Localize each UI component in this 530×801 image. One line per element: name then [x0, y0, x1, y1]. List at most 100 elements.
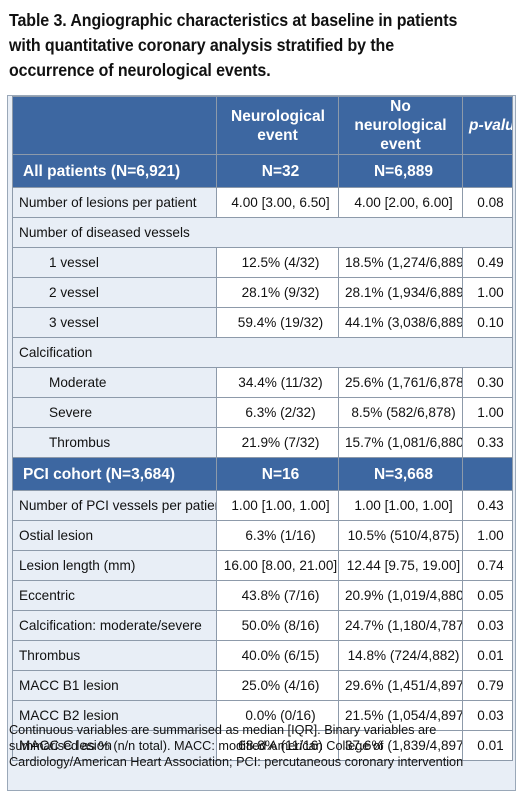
- table-panel: Neurological event No neurological event…: [7, 95, 516, 791]
- section-n-no-event: N=6,889: [338, 154, 463, 188]
- table-row: Eccentric 43.8% (7/16) 20.9% (1,019/4,88…: [12, 580, 513, 611]
- row-label: Severe: [12, 397, 217, 428]
- row-label: MACC B2 lesion: [12, 700, 217, 731]
- row-label: 3 vessel: [12, 307, 217, 338]
- section-n-event: N=16: [216, 457, 339, 491]
- cell-no-event: 14.8% (724/4,882): [338, 640, 463, 671]
- cell-no-event: 25.6% (1,761/6,878): [338, 367, 463, 398]
- cell-event: 43.8% (7/16): [216, 580, 339, 611]
- column-header-row: Neurological event No neurological event…: [12, 96, 513, 155]
- cell-p-value: 0.49: [462, 247, 513, 278]
- row-label: 1 vessel: [12, 247, 217, 278]
- table-row: Calcification: moderate/severe 50.0% (8/…: [12, 610, 513, 641]
- cell-event: 21.9% (7/32): [216, 427, 339, 458]
- cell-event: 40.0% (6/15): [216, 640, 339, 671]
- cell-p-value: 1.00: [462, 277, 513, 308]
- header-p-value: p-value: [462, 96, 513, 155]
- cell-event: 6.3% (1/16): [216, 520, 339, 551]
- cell-no-event: 18.5% (1,274/6,889): [338, 247, 463, 278]
- section-n-no-event: N=3,668: [338, 457, 463, 491]
- header-blank-cell: [12, 96, 217, 155]
- row-label: Thrombus: [12, 427, 217, 458]
- table-row: 2 vessel 28.1% (9/32) 28.1% (1,934/6,889…: [12, 277, 513, 308]
- cell-no-event: 20.9% (1,019/4,880): [338, 580, 463, 611]
- section-n-event: N=32: [216, 154, 339, 188]
- table-row: Severe 6.3% (2/32) 8.5% (582/6,878) 1.00: [12, 397, 513, 428]
- cell-p-value: 0.79: [462, 670, 513, 701]
- row-label: Moderate: [12, 367, 217, 398]
- cell-p-value: 0.08: [462, 187, 513, 218]
- data-table: Neurological event No neurological event…: [12, 96, 513, 761]
- cell-no-event: 29.6% (1,451/4,897): [338, 670, 463, 701]
- row-label: Thrombus: [12, 640, 217, 671]
- cell-no-event: 10.5% (510/4,875): [338, 520, 463, 551]
- cell-event: 4.00 [3.00, 6.50]: [216, 187, 339, 218]
- table-row: Moderate 34.4% (11/32) 25.6% (1,761/6,87…: [12, 367, 513, 398]
- row-label: 2 vessel: [12, 277, 217, 308]
- section-p-blank: [462, 457, 513, 491]
- table-row: Number of PCI vessels per patient 1.00 […: [12, 490, 513, 521]
- cell-p-value: 0.74: [462, 550, 513, 581]
- table-row: MACC B1 lesion 25.0% (4/16) 29.6% (1,451…: [12, 670, 513, 701]
- table-row: MACC B2 lesion 0.0% (0/16) 21.5% (1,054/…: [12, 700, 513, 731]
- row-label: Number of PCI vessels per patient: [12, 490, 217, 521]
- cell-no-event: 4.00 [2.00, 6.00]: [338, 187, 463, 218]
- cell-p-value: 1.00: [462, 520, 513, 551]
- table-row: 3 vessel 59.4% (19/32) 44.1% (3,038/6,88…: [12, 307, 513, 338]
- header-no-neurological-event: No neurological event: [338, 96, 463, 155]
- cell-event: 12.5% (4/32): [216, 247, 339, 278]
- table-row: Ostial lesion 6.3% (1/16) 10.5% (510/4,8…: [12, 520, 513, 551]
- cell-no-event: 8.5% (582/6,878): [338, 397, 463, 428]
- table-row: 1 vessel 12.5% (4/32) 18.5% (1,274/6,889…: [12, 247, 513, 278]
- row-label: Eccentric: [12, 580, 217, 611]
- table-row: Lesion length (mm) 16.00 [8.00, 21.00] 1…: [12, 550, 513, 581]
- table-row-subheader: Calcification: [12, 337, 513, 368]
- cell-p-value: 0.43: [462, 490, 513, 521]
- cell-event: 34.4% (11/32): [216, 367, 339, 398]
- cell-p-value: 0.10: [462, 307, 513, 338]
- row-label: MACC B1 lesion: [12, 670, 217, 701]
- cell-p-value: 0.03: [462, 610, 513, 641]
- row-label: Ostial lesion: [12, 520, 217, 551]
- cell-no-event: 1.00 [1.00, 1.00]: [338, 490, 463, 521]
- table-caption: Table 3. Angiographic characteristics at…: [9, 10, 458, 80]
- cell-no-event: 44.1% (3,038/6,889): [338, 307, 463, 338]
- section-label: All patients (N=6,921): [12, 154, 217, 188]
- cell-p-value: 1.00: [462, 397, 513, 428]
- cell-p-value: 0.05: [462, 580, 513, 611]
- cell-p-value: 0.03: [462, 700, 513, 731]
- table-row: Number of lesions per patient 4.00 [3.00…: [12, 187, 513, 218]
- section-header-all-patients: All patients (N=6,921) N=32 N=6,889: [12, 154, 513, 188]
- cell-p-value: 0.30: [462, 367, 513, 398]
- cell-event: 50.0% (8/16): [216, 610, 339, 641]
- row-label: Number of diseased vessels: [12, 217, 513, 248]
- table-row: MACC C lesion 68.8% (11/16) 37.6% (1,839…: [12, 730, 513, 761]
- cell-event: 16.00 [8.00, 21.00]: [216, 550, 339, 581]
- row-label: Lesion length (mm): [12, 550, 217, 581]
- section-header-pci-cohort: PCI cohort (N=3,684) N=16 N=3,668: [12, 457, 513, 491]
- row-label: Calcification: moderate/severe: [12, 610, 217, 641]
- cell-event: 25.0% (4/16): [216, 670, 339, 701]
- cell-no-event: 37.6% (1,839/4,897): [338, 730, 463, 761]
- section-p-blank: [462, 154, 513, 188]
- section-label: PCI cohort (N=3,684): [12, 457, 217, 491]
- cell-no-event: 12.44 [9.75, 19.00]: [338, 550, 463, 581]
- cell-event: 28.1% (9/32): [216, 277, 339, 308]
- cell-no-event: 24.7% (1,180/4,787): [338, 610, 463, 641]
- cell-p-value: 0.01: [462, 640, 513, 671]
- cell-p-value: 0.01: [462, 730, 513, 761]
- table-footnote: Continuous variables are summarised as m…: [9, 723, 464, 769]
- table-row: Thrombus 40.0% (6/15) 14.8% (724/4,882) …: [12, 640, 513, 671]
- table-row-subheader: Number of diseased vessels: [12, 217, 513, 248]
- cell-no-event: 28.1% (1,934/6,889): [338, 277, 463, 308]
- row-label: Calcification: [12, 337, 513, 368]
- cell-event: 6.3% (2/32): [216, 397, 339, 428]
- cell-no-event: 15.7% (1,081/6,880): [338, 427, 463, 458]
- header-neurological-event: Neurological event: [216, 96, 339, 155]
- cell-p-value: 0.33: [462, 427, 513, 458]
- row-label: Number of lesions per patient: [12, 187, 217, 218]
- cell-event: 59.4% (19/32): [216, 307, 339, 338]
- cell-event: 1.00 [1.00, 1.00]: [216, 490, 339, 521]
- table-row: Thrombus 21.9% (7/32) 15.7% (1,081/6,880…: [12, 427, 513, 458]
- cell-event: 68.8% (11/16): [216, 730, 339, 761]
